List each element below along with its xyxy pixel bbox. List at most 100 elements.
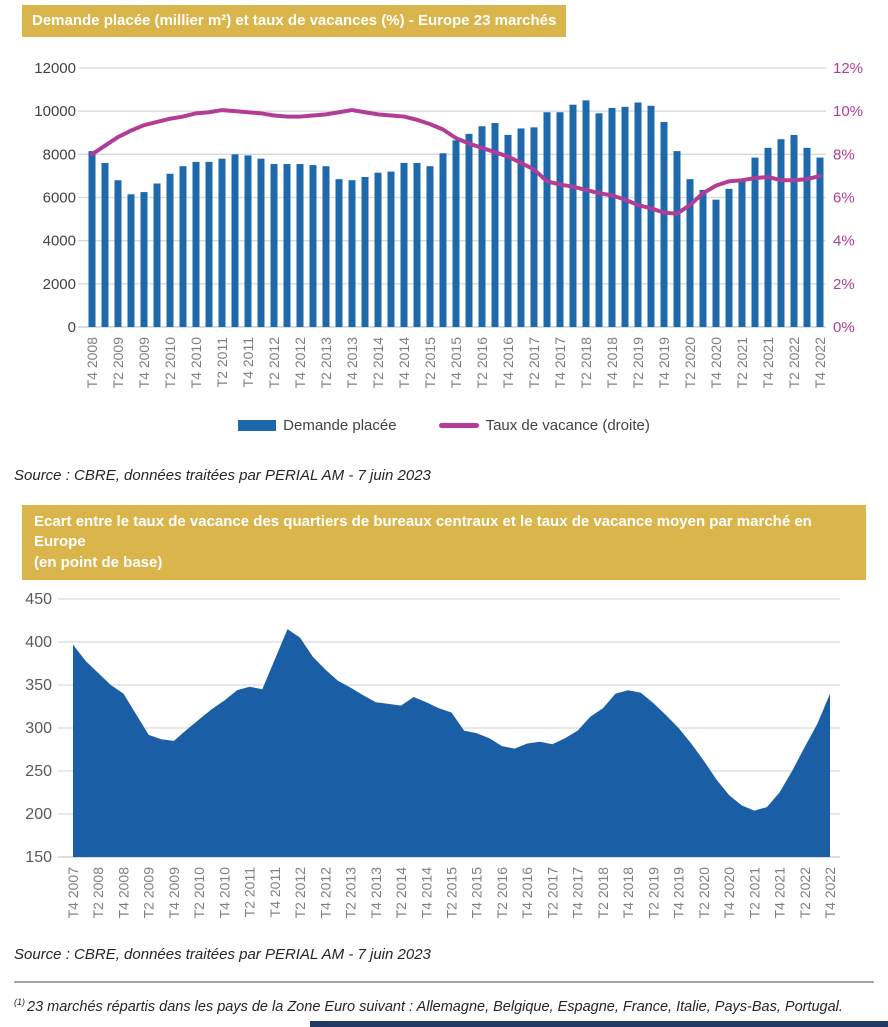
bar [751,157,759,327]
x-tick-label: T2 2014 [393,867,409,919]
y-axis-tick: 200 [25,806,52,823]
y-axis-tick: 450 [25,591,52,608]
x-tick-label: T4 2011 [267,867,283,918]
bar [608,107,616,327]
right-axis-tick: 8% [833,146,855,163]
y-axis-tick: 350 [25,677,52,694]
x-tick-label: T4 2014 [418,867,434,919]
bar [673,151,681,327]
bar [257,158,265,327]
right-axis-labels: 0% 2% 4% 6% 8% 10% 12% [833,60,863,336]
x-tick-label: T2 2020 [696,867,712,919]
bar [621,106,629,327]
demande-placee-label: Demande placée [283,416,397,434]
x-tick-label: T2 2018 [595,867,611,919]
x-tick-label: T4 2010 [188,337,204,389]
x-tick-label: T4 2012 [292,337,308,389]
chart1-legend: Demande placée Taux de vacance (droite) [0,414,888,436]
x-tick-label: T2 2010 [162,337,178,389]
left-axis-tick: 0 [68,319,76,336]
bar [556,112,564,327]
x-tick-label: T4 2012 [317,867,333,919]
bar [452,140,460,327]
bar [361,176,369,327]
x-tick-label: T4 2008 [115,867,131,919]
bar [231,154,239,327]
x-tick-label: T4 2018 [620,867,636,919]
taux-vacance-line [90,108,822,216]
left-axis-tick: 8000 [43,146,76,163]
bar [816,157,824,327]
legend-item-demande-placee: Demande placée [238,416,397,434]
x-axis-labels: T4 2007 T2 2008 T4 2008 T2 2009 T4 2009 T2 20… [65,867,838,919]
bar [582,100,590,327]
x-tick-label: T4 2015 [469,867,485,919]
bar [309,165,317,327]
x-tick-label: T2 2012 [292,867,308,919]
bar [777,139,785,327]
bar [192,161,200,327]
chart2-title-line2: (en point de base) [34,553,163,571]
bar [491,123,499,327]
bar [114,180,122,327]
bar [205,161,213,327]
chart1-title-banner: Demande placée (millier m²) et taux de v… [22,5,567,38]
x-tick-label: T2 2015 [444,867,460,919]
chart1-combo-chart: 0 2000 4000 6000 8000 10000 12000 0% 2% 4% 6% 8% 10%… [34,60,863,389]
bar [335,179,343,327]
bar [738,180,746,327]
right-axis-tick: 10% [833,103,863,120]
x-tick-label: T2 2008 [90,867,106,919]
y-axis-labels: 150 200 250 300 350 400 450 [25,591,52,866]
x-tick-label: T2 2014 [370,337,386,389]
right-axis-tick: 0% [833,319,855,336]
x-tick-label: T2 2022 [786,337,802,389]
x-tick-label: T2 2022 [797,867,813,919]
left-axis-tick: 2000 [43,276,76,293]
x-tick-label: T4 2019 [656,337,672,389]
x-tick-label: T2 2009 [141,867,157,919]
x-tick-label: T2 2015 [422,337,438,389]
x-tick-label: T4 2015 [448,337,464,389]
x-tick-label: T4 2010 [216,867,232,919]
bar [348,180,356,327]
bar [270,164,278,327]
left-axis-tick: 6000 [43,190,76,207]
bar [725,188,733,327]
bar [88,151,96,327]
bar [699,189,707,327]
bar [686,179,694,327]
bar [153,183,161,327]
x-tick-label: T4 2014 [396,337,412,389]
y-axis-tick: 300 [25,720,52,737]
x-tick-label: T2 2011 [242,867,258,918]
left-axis-tick: 4000 [43,233,76,250]
x-tick-label: T4 2007 [65,867,81,919]
bar [764,147,772,327]
right-axis-tick: 12% [833,60,863,77]
x-tick-label: T4 2016 [519,867,535,919]
bar [803,147,811,327]
x-tick-label: T2 2009 [110,337,126,389]
bar [634,102,642,328]
bar [569,104,577,327]
bar [387,171,395,327]
x-tick-label: T2 2020 [682,337,698,389]
bar [283,164,291,327]
bar [413,162,421,327]
bar [127,194,135,327]
bar [426,166,434,327]
x-tick-label: T4 2022 [822,867,838,919]
right-axis-tick: 6% [833,190,855,207]
x-tick-label: T2 2011 [214,337,230,388]
left-axis-tick: 10000 [34,103,76,120]
x-tick-label: T2 2012 [266,337,282,389]
x-tick-label: T2 2010 [191,867,207,919]
x-tick-label: T4 2019 [671,867,687,919]
bar [322,166,330,327]
source-note-chart1: Source : CBRE, données traitées par PERI… [14,467,431,484]
bar [543,112,551,327]
bar [218,158,226,327]
bar [595,113,603,327]
